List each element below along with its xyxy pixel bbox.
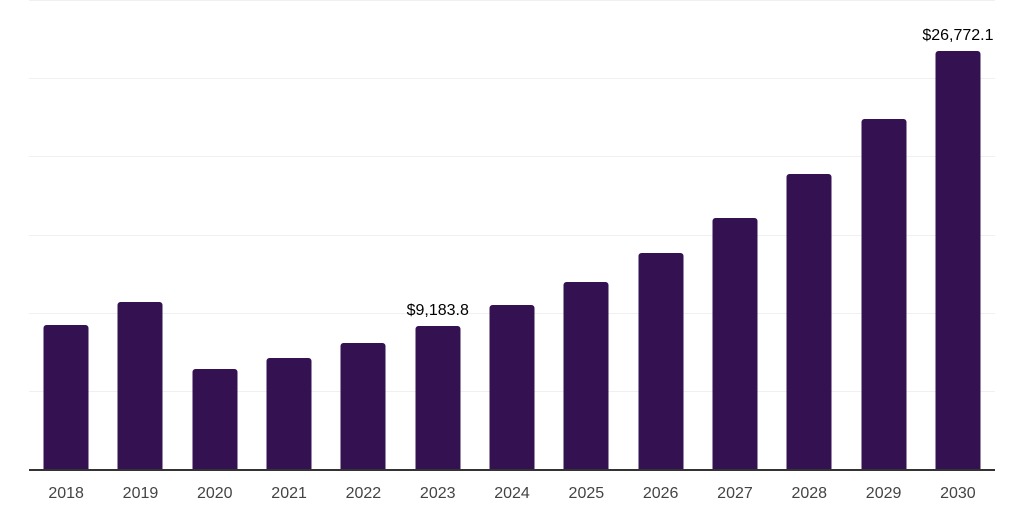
bar-band-2020 — [178, 0, 252, 470]
x-tick-label-2023: 2023 — [419, 485, 456, 502]
x-tick-label-2029: 2029 — [865, 485, 902, 502]
bar-band-2025 — [549, 0, 623, 470]
x-tick-label-2028: 2028 — [791, 485, 828, 502]
x-tick-label-2022: 2022 — [345, 485, 382, 502]
x-tick-label-2018: 2018 — [48, 485, 84, 502]
bar-band-2027 — [698, 0, 772, 470]
bar-band-2030: $26,772.1 — [921, 0, 995, 470]
x-tick-label-2025: 2025 — [568, 485, 605, 502]
bar-band-2028 — [772, 0, 846, 470]
bar-2018 — [43, 325, 89, 470]
bar-2025 — [563, 282, 609, 470]
bar-2029 — [861, 119, 907, 470]
bar-value-label-2030: $26,772.1 — [922, 27, 994, 45]
bar-band-2022 — [326, 0, 400, 470]
bar-2027 — [712, 217, 758, 470]
x-tick-label-2027: 2027 — [717, 485, 753, 502]
bar-2026 — [638, 253, 684, 470]
bar-2020 — [192, 369, 238, 470]
bar-band-2019 — [103, 0, 177, 470]
x-tick-label-2021: 2021 — [271, 485, 307, 502]
x-tick-label-2020: 2020 — [196, 485, 233, 502]
bar-2019 — [117, 302, 163, 470]
x-tick-label-2024: 2024 — [494, 485, 530, 502]
bar-band-2024 — [475, 0, 549, 470]
bar-band-2029 — [846, 0, 920, 470]
bar-band-2023: $9,183.8 — [401, 0, 475, 470]
bar-value-label-2023: $9,183.8 — [406, 302, 469, 320]
bar-band-2026 — [624, 0, 698, 470]
bars-layer: $9,183.8 $26,772.1 — [29, 0, 995, 470]
x-axis-line — [29, 469, 995, 471]
bar-2022 — [340, 342, 386, 470]
x-tick-label-2030: 2030 — [940, 485, 976, 502]
bar-2028 — [786, 173, 832, 470]
bar-2024 — [489, 305, 535, 470]
x-axis-tick-labels: 2018 2019 2020 2021 2022 2023 2024 2025 2026 2027… — [29, 484, 995, 503]
bar-2023 — [415, 326, 461, 470]
bar-band-2018 — [29, 0, 103, 470]
x-tick-label-2026: 2026 — [642, 485, 679, 502]
bar-2021 — [266, 358, 312, 470]
x-tick-label-2019: 2019 — [122, 485, 159, 502]
bar-2030 — [935, 51, 981, 470]
bar-band-2021 — [252, 0, 326, 470]
